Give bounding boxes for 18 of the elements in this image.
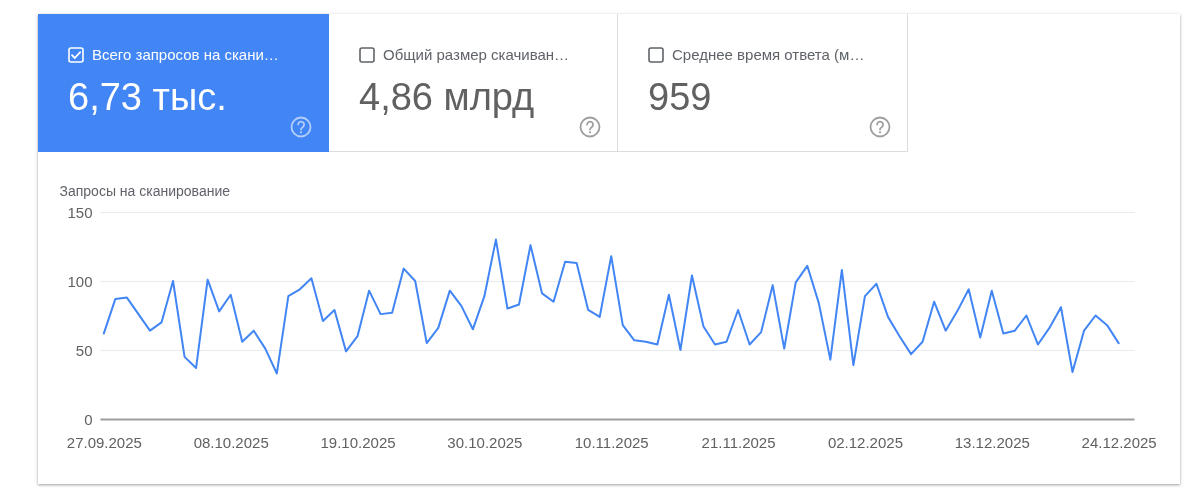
text: 4,86 млрд <box>359 75 535 120</box>
x-tick-label: 30.10.2025 <box>447 433 523 451</box>
x-tick-label: 21.11.2025 <box>701 433 776 451</box>
y-axis-title: Запросы на сканирование <box>59 182 231 199</box>
y-tick-label: 100 <box>67 272 93 290</box>
text: Среднее время ответа (м… <box>672 45 865 65</box>
x-tick-label: 24.12.2025 <box>1081 433 1157 451</box>
x-tick-label: 08.10.2025 <box>193 433 269 451</box>
x-tick-label: 10.11.2025 <box>574 433 649 451</box>
text: 959 <box>648 75 712 120</box>
x-tick-label: 02.12.2025 <box>827 433 903 451</box>
x-tick-label: 27.09.2025 <box>66 433 142 451</box>
y-tick-label: 0 <box>84 410 93 428</box>
y-tick-label: 50 <box>75 341 93 359</box>
x-tick-label: 13.12.2025 <box>954 433 1030 451</box>
text: Общий размер скачиван… <box>383 45 570 65</box>
y-tick-label: 150 <box>67 203 93 221</box>
x-tick-label: 19.10.2025 <box>320 433 396 451</box>
